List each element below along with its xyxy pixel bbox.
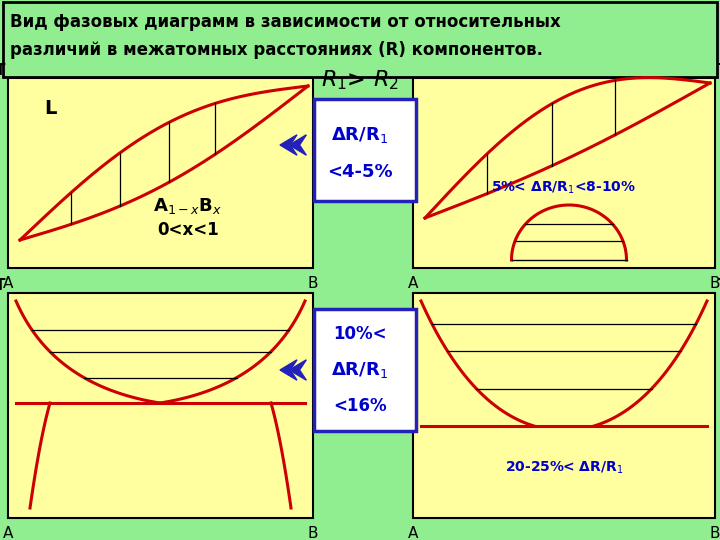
Polygon shape (425, 78, 710, 218)
Text: L: L (44, 98, 56, 118)
Text: ΔR/R$_1$: ΔR/R$_1$ (331, 125, 389, 145)
Text: A: A (3, 276, 13, 291)
Text: T: T (0, 63, 5, 78)
Bar (8, 78, 313, 268)
Text: 0<x<1: 0<x<1 (157, 221, 219, 239)
Text: 20-25%< ΔR/R$_1$: 20-25%< ΔR/R$_1$ (505, 460, 624, 476)
Text: T: T (718, 278, 720, 293)
Polygon shape (280, 360, 297, 380)
Text: A: A (408, 276, 418, 291)
Polygon shape (289, 135, 306, 155)
Polygon shape (280, 135, 297, 155)
Text: Вид фазовых диаграмм в зависимости от относительных: Вид фазовых диаграмм в зависимости от от… (10, 13, 561, 31)
FancyBboxPatch shape (314, 309, 416, 431)
Text: 10%<: 10%< (333, 325, 387, 343)
Bar (8, 293, 313, 518)
Text: <4-5%: <4-5% (327, 163, 393, 181)
FancyBboxPatch shape (314, 99, 416, 201)
Text: A: A (408, 526, 418, 540)
Text: B: B (710, 276, 720, 291)
Text: A: A (3, 526, 13, 540)
Text: <16%: <16% (333, 397, 387, 415)
Text: B: B (710, 526, 720, 540)
Bar (413, 78, 715, 268)
Text: T: T (0, 278, 5, 293)
Text: A$_{1-x}$B$_x$: A$_{1-x}$B$_x$ (153, 196, 222, 216)
Text: B: B (307, 276, 318, 291)
Bar (413, 293, 715, 518)
Text: $R_1$> $R_2$: $R_1$> $R_2$ (321, 68, 399, 92)
Text: различий в межатомных расстояниях (R) компонентов.: различий в межатомных расстояниях (R) ко… (10, 41, 543, 59)
Text: ΔR/R$_1$: ΔR/R$_1$ (331, 360, 389, 380)
Polygon shape (289, 360, 306, 380)
Bar (3, 2, 717, 77)
Text: 5%< ΔR/R$_1$<8-10%: 5%< ΔR/R$_1$<8-10% (492, 180, 636, 196)
Polygon shape (20, 86, 308, 240)
Text: T: T (718, 63, 720, 78)
Text: B: B (307, 526, 318, 540)
